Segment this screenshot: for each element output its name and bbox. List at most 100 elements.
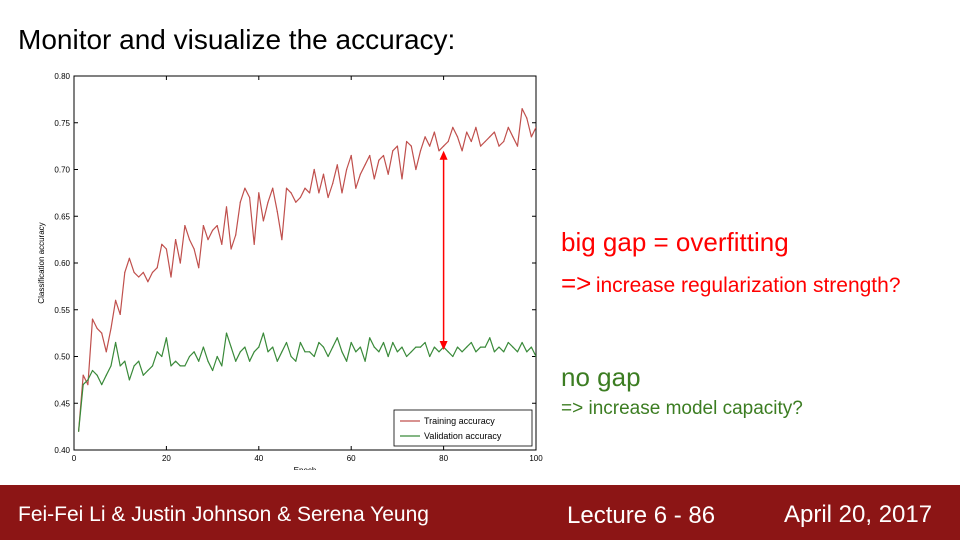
data-point-training <box>530 136 532 138</box>
x-tick-label: 100 <box>529 454 543 463</box>
data-point-validation <box>295 360 297 362</box>
data-point-validation <box>216 355 218 358</box>
overfitting-heading: big gap = overfitting <box>561 227 789 257</box>
data-point-validation <box>249 360 251 362</box>
data-point-training <box>521 108 523 110</box>
data-point-training <box>142 271 144 273</box>
y-tick-label: 0.40 <box>54 446 70 455</box>
data-point-validation <box>489 337 491 339</box>
data-point-validation <box>530 346 532 348</box>
data-point-training <box>253 243 255 245</box>
data-point-validation <box>184 365 186 367</box>
data-point-validation <box>433 346 435 348</box>
data-point-validation <box>78 430 80 432</box>
data-point-validation <box>165 337 167 339</box>
data-point-training <box>295 201 297 203</box>
data-point-training <box>424 136 426 138</box>
data-point-training <box>429 145 431 147</box>
data-point-validation <box>304 351 306 353</box>
data-point-validation <box>110 365 112 367</box>
data-point-training <box>216 225 218 227</box>
data-point-training <box>401 178 403 180</box>
data-point-validation <box>156 351 158 353</box>
data-point-validation <box>507 341 509 344</box>
data-point-validation <box>239 351 241 353</box>
data-point-training <box>346 168 348 171</box>
data-point-validation <box>91 369 94 372</box>
data-point-training <box>304 187 306 189</box>
plot-frame <box>73 75 537 451</box>
data-point-validation <box>87 379 89 381</box>
data-point-validation <box>452 355 454 358</box>
data-point-validation <box>480 346 482 348</box>
data-point-validation <box>512 346 514 348</box>
data-point-validation <box>503 351 505 353</box>
data-point-validation <box>101 384 103 386</box>
data-point-validation <box>267 351 269 353</box>
data-point-validation <box>244 346 246 348</box>
data-point-training <box>387 173 389 175</box>
data-point-training <box>507 126 509 128</box>
data-point-validation <box>350 341 352 344</box>
data-point-training <box>128 257 130 259</box>
data-point-training <box>336 164 338 166</box>
footer-authors: Fei-Fei Li & Justin Johnson & Serena Yeu… <box>18 503 429 526</box>
legend-label: Validation accuracy <box>424 431 502 441</box>
data-point-validation <box>470 341 472 344</box>
data-point-training <box>175 239 177 241</box>
overfitting-suggestion-text: increase regularization strength? <box>595 274 901 297</box>
y-tick-label: 0.65 <box>54 212 70 221</box>
data-point-training <box>202 225 204 227</box>
data-point-training <box>267 201 269 203</box>
y-tick-label: 0.50 <box>54 353 70 362</box>
data-point-validation <box>170 365 172 367</box>
data-point-training <box>516 145 519 147</box>
data-point-training <box>124 271 126 273</box>
data-point-validation <box>115 341 117 344</box>
data-point-training <box>355 187 357 189</box>
data-point-training <box>138 276 140 278</box>
data-point-validation <box>96 374 98 376</box>
data-point-training <box>392 150 394 152</box>
footer-lecture-number: Lecture 6 - 86 <box>567 502 716 529</box>
data-point-training <box>410 145 412 147</box>
data-point-validation <box>212 369 214 372</box>
data-point-validation <box>355 351 357 353</box>
data-point-training <box>285 187 288 189</box>
data-point-training <box>461 150 463 152</box>
data-point-validation <box>276 360 278 362</box>
data-point-validation <box>179 365 181 367</box>
data-point-training <box>244 187 246 189</box>
data-point-training <box>447 140 449 143</box>
data-point-training <box>101 332 103 334</box>
data-point-training <box>359 173 361 175</box>
data-point-training <box>235 234 237 236</box>
data-point-training <box>91 318 94 320</box>
data-point-validation <box>382 341 385 344</box>
y-tick-label: 0.60 <box>54 259 70 268</box>
data-point-validation <box>175 360 177 362</box>
data-point-validation <box>332 346 334 348</box>
data-point-training <box>470 140 472 143</box>
data-point-validation <box>138 360 140 362</box>
data-point-training <box>170 276 172 278</box>
data-point-training <box>207 239 209 241</box>
data-point-validation <box>364 360 366 362</box>
data-point-validation <box>466 346 468 348</box>
data-point-validation <box>230 346 232 348</box>
data-point-validation <box>207 360 209 362</box>
data-point-training <box>535 126 536 128</box>
slide-footer: Fei-Fei Li & Justin Johnson & Serena Yeu… <box>0 485 960 540</box>
data-point-training <box>110 327 112 329</box>
data-point-training <box>262 220 264 222</box>
data-point-training <box>382 154 385 157</box>
data-point-training <box>230 248 232 250</box>
data-point-training <box>156 267 158 269</box>
data-point-training <box>179 262 181 264</box>
data-point-validation <box>299 341 301 344</box>
accuracy-chart-svg: 0.40 0.45 0.50 0.55 0.60 0.65 0.70 0.75 0.80 0 20 4… <box>37 72 543 470</box>
data-point-training <box>188 239 191 241</box>
data-point-validation <box>198 360 200 362</box>
data-point-training <box>193 248 195 250</box>
data-point-validation <box>369 337 371 339</box>
